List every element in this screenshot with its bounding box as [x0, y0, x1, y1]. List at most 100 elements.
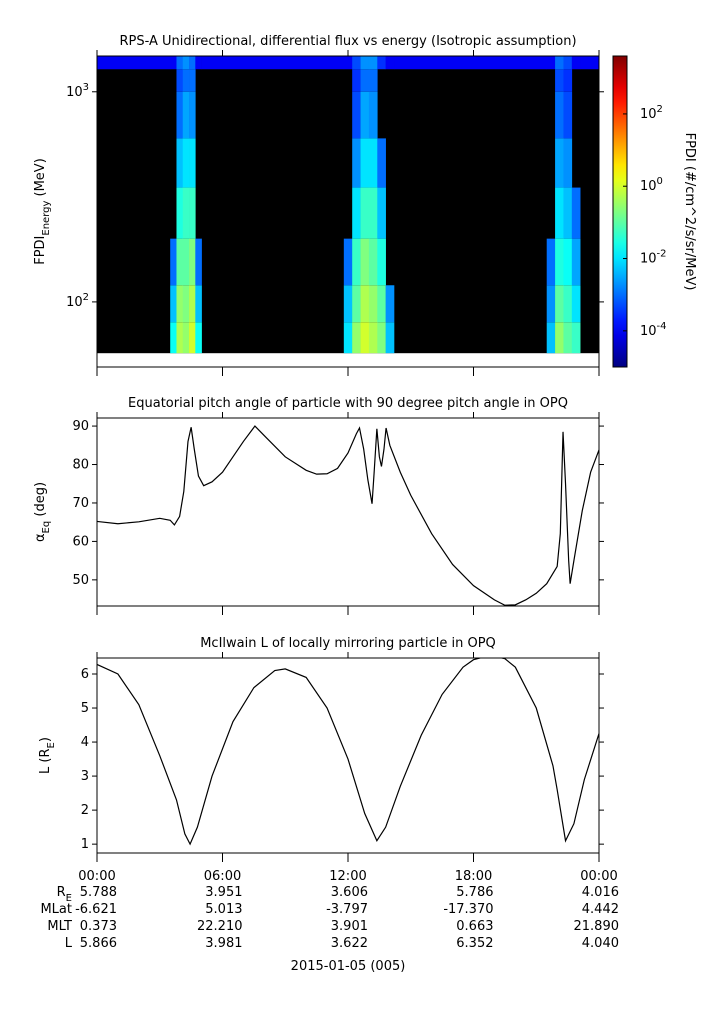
heatmap-cell — [195, 238, 202, 286]
heatmap-cell — [360, 69, 370, 92]
heatmap-cell — [368, 238, 378, 286]
ephemeris-value: 6.352 — [456, 936, 493, 951]
heatmap-cell — [97, 56, 171, 70]
ephemeris-value: 5.866 — [80, 936, 117, 951]
colorbar-label: FPDI (#/cm^2/s/sr/MeV) — [683, 133, 698, 291]
heatmap-cell — [352, 187, 361, 239]
heatmap-cell — [352, 56, 361, 70]
y-tick-label: 60 — [72, 534, 89, 549]
x-tick-label: 18:00 — [455, 869, 492, 884]
heatmap-cell — [343, 322, 353, 354]
heatmap-cell — [360, 285, 370, 323]
heatmap-cell — [368, 187, 378, 239]
y-tick-label: 2 — [81, 803, 89, 818]
heatmap-cell — [377, 285, 386, 323]
heatmap-cell — [352, 138, 361, 188]
colorbar — [612, 55, 628, 368]
plot-frame — [96, 657, 600, 854]
data-line — [97, 425, 599, 606]
ephemeris-value: 5.013 — [205, 902, 242, 917]
heatmap-cell — [189, 322, 196, 354]
heatmap-cell — [176, 285, 184, 323]
heatmap-cell — [368, 138, 378, 188]
x-tick-label: 00:00 — [78, 869, 115, 884]
heatmap-cell — [555, 138, 564, 188]
heatmap-cell — [555, 322, 564, 354]
heatmap-cell — [360, 56, 370, 70]
heatmap-cell — [189, 69, 196, 92]
heatmap-cell — [189, 187, 196, 239]
heatmap-cell — [170, 238, 177, 286]
heatmap-cell — [555, 69, 564, 92]
heatmap-cell — [546, 238, 556, 286]
heatmap-cell — [377, 238, 386, 286]
heatmap-cell — [385, 56, 395, 70]
heatmap-cell — [571, 56, 581, 70]
heatmap-cell — [555, 56, 564, 70]
heatmap-cell — [563, 322, 573, 354]
colorbar-tick-label: 10-2 — [640, 248, 667, 266]
heatmap-cell — [343, 285, 353, 323]
heatmap-cell — [176, 56, 184, 70]
ephemeris-value: -6.621 — [75, 902, 117, 917]
heatmap-cell — [170, 56, 177, 70]
ephemeris-value: 3.981 — [205, 936, 242, 951]
heatmap-cell — [195, 285, 202, 323]
y-tick-label: 80 — [72, 457, 89, 472]
y-axis-label: FPDIEnergy (MeV) — [33, 158, 52, 265]
heatmap-cell — [563, 138, 573, 188]
heatmap-cell — [182, 91, 190, 139]
heatmap-cell — [176, 91, 184, 139]
y-tick-label: 103 — [66, 81, 89, 99]
y-tick-label: 50 — [72, 572, 89, 587]
date-label: 2015-01-05 (005) — [291, 959, 406, 974]
ephemeris-value: 0.663 — [456, 919, 493, 934]
plot-frame — [96, 417, 600, 607]
heatmap-cell — [360, 187, 370, 239]
ephemeris-value: 0.373 — [80, 919, 117, 934]
ephemeris-value: 3.901 — [331, 919, 368, 934]
panel-title: RPS-A Unidirectional, differential flux … — [119, 34, 576, 49]
y-axis-label: L (RE) — [38, 737, 57, 774]
colorbar-tick-label: 100 — [640, 176, 663, 194]
heatmap-cell — [170, 285, 177, 323]
ephemeris-row-label: RE — [57, 885, 72, 904]
x-tick-label: 00:00 — [580, 869, 617, 884]
ephemeris-value: 3.622 — [331, 936, 368, 951]
y-tick-label: 70 — [72, 495, 89, 510]
heatmap-cell — [555, 187, 564, 239]
heatmap-cell — [195, 322, 202, 354]
heatmap-cell — [580, 56, 600, 70]
y-tick-label: 1 — [81, 837, 89, 852]
heatmap-cell — [563, 285, 573, 323]
heatmap-cell — [176, 69, 184, 92]
heatmap-cell — [343, 238, 353, 286]
y-tick-label: 3 — [81, 769, 89, 784]
ephemeris-value: 3.606 — [331, 885, 368, 900]
heatmap-cell — [176, 138, 184, 188]
ephemeris-value: 22.210 — [197, 919, 243, 934]
ephemeris-value: 5.788 — [80, 885, 117, 900]
ephemeris-value: 21.890 — [574, 919, 620, 934]
heatmap-cell — [176, 322, 184, 354]
heatmap-cell — [352, 238, 361, 286]
heatmap-cell — [189, 285, 196, 323]
y-tick-label: 102 — [66, 291, 89, 309]
heatmap-cell — [182, 56, 190, 70]
heatmap-cell — [377, 322, 386, 354]
colorbar-tick-label: 10-4 — [640, 320, 667, 338]
heatmap-cell — [563, 187, 573, 239]
heatmap-cell — [563, 56, 573, 70]
heatmap-cell — [176, 187, 184, 239]
heatmap-cell — [195, 56, 202, 70]
heatmap-cell — [563, 69, 573, 92]
heatmap-cell — [360, 238, 370, 286]
y-tick-label: 4 — [81, 735, 89, 750]
x-tick-label: 06:00 — [204, 869, 241, 884]
panel-title: McIlwain L of locally mirroring particle… — [200, 636, 496, 651]
ephemeris-row-label: L — [65, 936, 73, 951]
heatmap-cell — [182, 138, 190, 188]
heatmap-cell — [571, 322, 581, 354]
heatmap-cell — [189, 56, 196, 70]
